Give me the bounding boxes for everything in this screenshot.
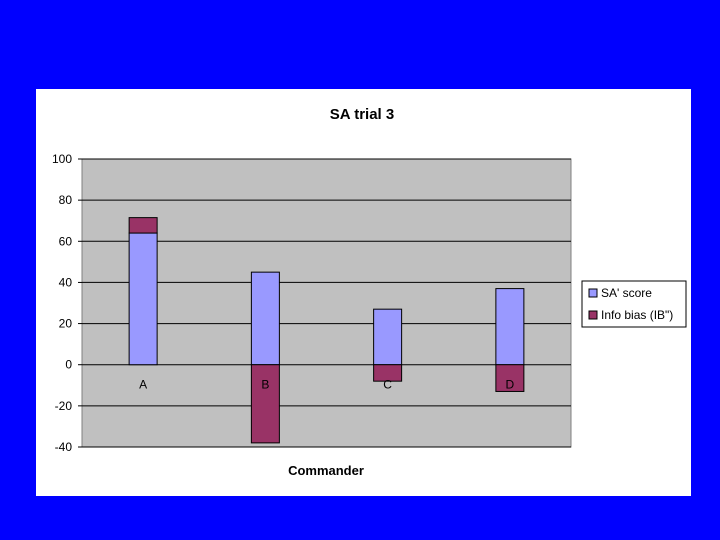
gridlines [82, 158, 571, 448]
y-tick-label: -40 [55, 440, 73, 454]
y-tick-label: 100 [52, 152, 72, 166]
chart-svg: SA trial 3 100 80 60 40 20 0 -20 -40 A B C D Comma… [52, 106, 687, 478]
y-tick-label: 80 [59, 193, 73, 207]
y-tick-label: 0 [65, 358, 72, 372]
bar-info-bias-d [495, 364, 525, 392]
category-label-a: A [139, 378, 147, 392]
x-axis-title: Commander [288, 463, 364, 478]
bars [128, 217, 525, 444]
legend: SA' score Info bias (IB") [581, 280, 687, 328]
legend-label-sa-score: SA' score [601, 286, 652, 300]
category-labels: A B C D [139, 378, 514, 392]
chart-title: SA trial 3 [330, 106, 394, 123]
legend-label-info-bias: Info bias (IB") [601, 308, 673, 322]
chart-panel: SA trial 3 100 80 60 40 20 0 -20 -40 A B C D Comma… [36, 89, 691, 496]
legend-swatch-info-bias [588, 310, 598, 320]
legend-swatch-sa-score [588, 288, 598, 298]
y-tick-label: -20 [55, 399, 73, 413]
y-tick-label: 40 [59, 275, 73, 289]
plot-area [81, 158, 572, 448]
category-label-d: D [506, 378, 515, 392]
bar-sa-score-b [250, 271, 280, 366]
bar-info-bias-a [128, 217, 158, 234]
y-tick-label: 60 [59, 234, 73, 248]
bar-sa-score-d [495, 288, 525, 366]
legend-box [581, 280, 687, 328]
y-axis-ticks: 100 80 60 40 20 0 -20 -40 [52, 152, 82, 454]
category-label-c: C [383, 378, 392, 392]
y-tick-label: 20 [59, 317, 73, 331]
bar-info-bias-b [250, 364, 280, 444]
bar-sa-score-c [373, 308, 403, 366]
category-label-b: B [261, 378, 269, 392]
bar-sa-score-a [128, 232, 158, 366]
bar-info-bias-c [373, 364, 403, 382]
